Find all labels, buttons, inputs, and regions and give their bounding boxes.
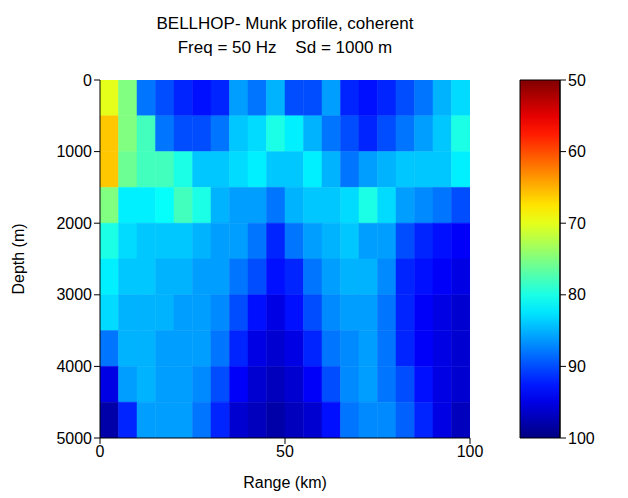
svg-text:0: 0	[83, 72, 92, 89]
svg-text:1000: 1000	[56, 143, 92, 160]
svg-text:Depth (m): Depth (m)	[10, 223, 27, 294]
svg-text:70: 70	[568, 215, 586, 232]
svg-text:100: 100	[568, 430, 595, 447]
svg-text:5000: 5000	[56, 430, 92, 447]
svg-text:80: 80	[568, 286, 586, 303]
svg-text:0: 0	[96, 443, 105, 460]
svg-text:60: 60	[568, 143, 586, 160]
svg-text:3000: 3000	[56, 286, 92, 303]
svg-text:90: 90	[568, 358, 586, 375]
svg-text:4000: 4000	[56, 358, 92, 375]
svg-text:Range (km): Range (km)	[243, 474, 327, 491]
svg-text:100: 100	[457, 443, 484, 460]
svg-text:50: 50	[276, 443, 294, 460]
svg-text:2000: 2000	[56, 215, 92, 232]
svg-text:50: 50	[568, 72, 586, 89]
html-text:BELLHOP- Munk profile, coheren: BELLHOP- Munk profile, coherent	[156, 14, 414, 33]
html-text:Freq = 50 Hz Sd = 1000 m: Freq = 50 Hz Sd = 1000 m	[177, 38, 393, 57]
